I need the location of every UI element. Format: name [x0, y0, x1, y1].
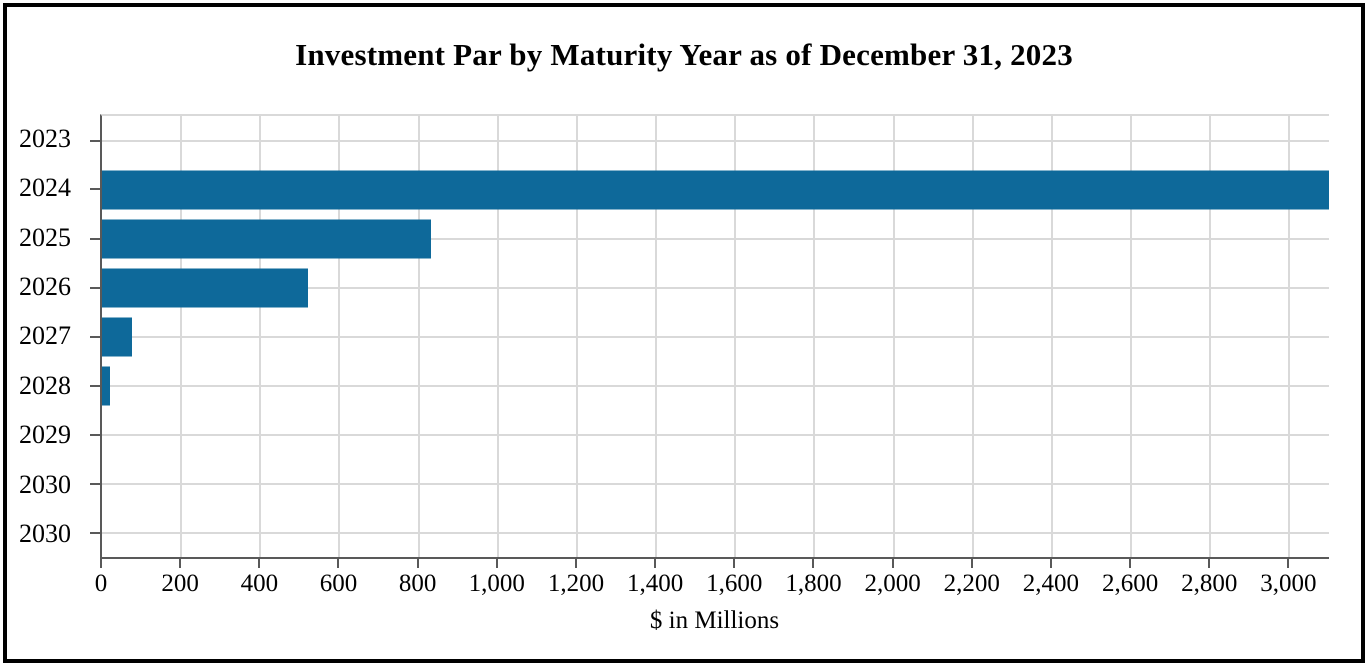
y-axis-tick-label: 2030 — [19, 469, 71, 499]
y-axis-tick-label: 2026 — [19, 272, 71, 302]
x-axis-tick-label: 2,000 — [864, 570, 921, 597]
x-axis-tick-label: 400 — [240, 570, 279, 597]
x-axis-tick — [654, 559, 657, 568]
bar-2026-3 — [102, 268, 308, 307]
x-axis-tick — [495, 559, 498, 568]
x-axis-tick-label: 200 — [161, 570, 199, 597]
y-gridline — [102, 139, 1329, 142]
x-axis-tick — [337, 559, 340, 568]
y-axis-tick — [90, 188, 100, 191]
x-axis-tick-label: 0 — [94, 570, 108, 597]
x-axis-tick — [416, 559, 419, 568]
x-axis-tick — [179, 559, 182, 568]
category-row — [102, 116, 1329, 165]
x-axis-tick — [1049, 559, 1052, 568]
y-axis-tick — [90, 531, 100, 534]
bar-2028-5 — [102, 366, 110, 405]
y-axis-tick-label: 2025 — [19, 222, 71, 252]
bar-2025-2 — [102, 219, 431, 258]
y-axis-tick — [90, 433, 100, 436]
x-axis: 0 200 400 600 800 1,000 1,200 1,400 1,600 1,800 2,… — [95, 559, 1328, 605]
x-axis-tick — [1208, 559, 1211, 568]
plot-area — [90, 114, 1329, 559]
y-axis-tick — [90, 335, 100, 338]
x-axis-tick-label: 600 — [319, 570, 358, 597]
x-axis-tick-label: 2,600 — [1101, 570, 1159, 597]
x-axis-tick-label: 1,000 — [468, 570, 525, 597]
y-axis-labels: 2023 2024 2025 2026 2027 2028 2029 2030 2030 — [13, 114, 71, 559]
bar-2024-1 — [102, 170, 1329, 209]
x-axis-tick — [574, 559, 577, 568]
category-row — [102, 312, 1329, 361]
bar-2027-4 — [102, 317, 132, 356]
chart-frame: Investment Par by Maturity Year as of De… — [3, 3, 1365, 663]
y-axis-tick — [90, 482, 100, 485]
x-axis-tick — [733, 559, 736, 568]
x-axis-tick — [812, 559, 815, 568]
chart-title: Investment Par by Maturity Year as of De… — [295, 37, 1073, 72]
x-axis-tick-label: 3,000 — [1260, 570, 1317, 597]
y-axis-tick — [90, 139, 100, 142]
y-axis-tick — [90, 237, 100, 240]
y-axis-tick-label: 2023 — [19, 123, 71, 153]
x-axis-title: $ in Millions — [649, 607, 780, 634]
x-axis-tick-label: 1,200 — [547, 570, 605, 597]
x-axis-tick — [258, 559, 261, 568]
y-axis-tick-label: 2029 — [19, 420, 71, 450]
category-row — [102, 459, 1329, 508]
x-axis-tick — [1287, 559, 1290, 568]
y-axis-tick-label: 2030 — [19, 519, 71, 549]
category-row — [102, 410, 1329, 459]
x-axis-tick-label: 1,400 — [627, 570, 684, 597]
x-axis-tick — [1129, 559, 1132, 568]
x-axis-tick — [970, 559, 973, 568]
x-axis-tick-label: 1,600 — [706, 570, 763, 597]
x-axis-tick-label: 1,800 — [785, 570, 842, 597]
y-axis-tick-label: 2028 — [19, 370, 71, 400]
x-axis-tick-label: 2,800 — [1181, 570, 1238, 597]
category-row — [102, 263, 1329, 312]
category-row — [102, 508, 1329, 557]
category-row — [102, 165, 1329, 214]
y-axis-tick — [90, 384, 100, 387]
y-axis-tick-label: 2027 — [19, 321, 71, 351]
y-axis-tick-label: 2024 — [19, 173, 71, 203]
y-gridline — [102, 335, 1329, 338]
category-row — [102, 361, 1329, 410]
x-axis-tick-label: 800 — [398, 570, 437, 597]
y-gridline — [102, 384, 1329, 387]
y-gridline — [102, 531, 1329, 534]
y-gridline — [102, 286, 1329, 289]
y-axis-tick — [90, 286, 100, 289]
x-axis-tick — [100, 559, 102, 568]
x-axis-tick — [891, 559, 894, 568]
x-axis-tick-label: 2,200 — [943, 570, 1000, 597]
category-row — [102, 214, 1329, 263]
y-gridline — [102, 433, 1329, 436]
y-gridline — [102, 237, 1329, 240]
y-gridline — [102, 482, 1329, 485]
x-axis-tick-label: 2,400 — [1022, 570, 1080, 597]
